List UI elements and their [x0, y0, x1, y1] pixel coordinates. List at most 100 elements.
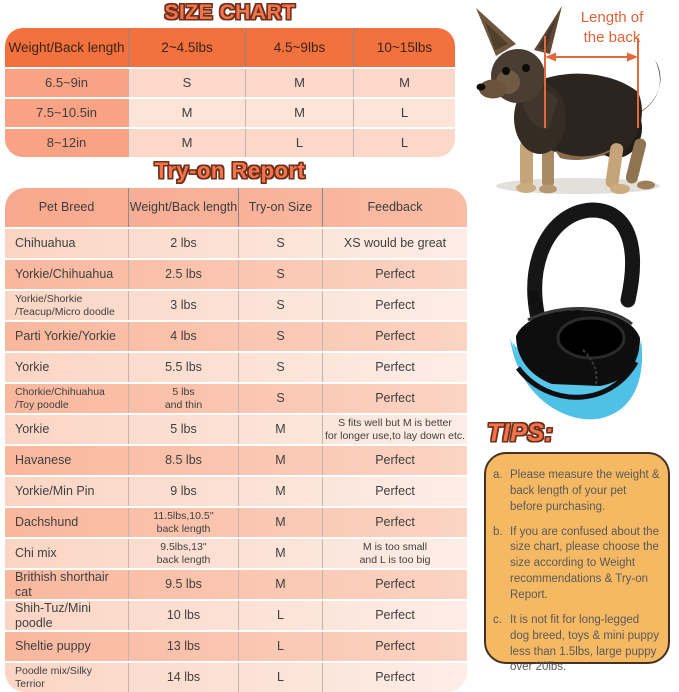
tip-text: It is not fit for long-legged dog breed,…: [510, 613, 659, 674]
table-row: Chorkie/Chihuahua /Toy poodle 5 lbs and t…: [5, 382, 467, 413]
table-row: Sheltie puppy 13 lbs L Perfect: [5, 630, 467, 661]
table-header-row: Weight/Back length 2~4.5lbs 4.5~9lbs 10~15l…: [5, 28, 455, 67]
table-row: Poodle mix/Silky Terrior 14 lbs L Perfect: [5, 661, 467, 692]
table-row: Chi mix 9.5lbs,13'' back length M M is too …: [5, 537, 467, 568]
table-row: 6.5~9in S M M: [5, 67, 455, 97]
table-cell: S: [238, 384, 322, 413]
table-row: Dachshund 11.5lbs,10.5'' back length M Perf…: [5, 506, 467, 537]
table-cell: Perfect: [322, 508, 467, 537]
table-cell: 2.5 lbs: [128, 260, 238, 289]
table-cell: M: [245, 69, 353, 97]
table-cell: M: [238, 477, 322, 506]
table-cell: 6.5~9in: [5, 69, 128, 97]
table-cell: S: [128, 69, 245, 97]
tip-label: b.: [493, 525, 503, 538]
table-cell: 9.5 lbs: [128, 570, 238, 599]
table-cell: Yorkie/Min Pin: [15, 484, 95, 499]
table-row: Yorkie/Min Pin 9 lbs M Perfect: [5, 475, 467, 506]
table-cell: M: [238, 446, 322, 475]
table-cell: S: [238, 291, 322, 320]
table-cell: M: [245, 99, 353, 127]
table-row: Yorkie 5.5 lbs S Perfect: [5, 351, 467, 382]
table-cell: Yorkie/Shorkie /Teacup/Micro doodle: [15, 293, 115, 318]
table-cell: XS would be great: [322, 229, 467, 258]
tip-text: If you are confused about the size chart…: [510, 525, 659, 602]
table-cell: Perfect: [322, 663, 467, 692]
tips-box: a. Please measure the weight & back leng…: [484, 452, 670, 673]
bag-strap: [527, 202, 640, 356]
table-cell: 13 lbs: [128, 632, 238, 661]
table-cell: 8~12in: [5, 129, 128, 157]
chihuahua-photo: [476, 6, 661, 194]
tryon-report-title: Try-on Report: [154, 158, 306, 183]
tip-item-b: b. If you are confused about the size ch…: [493, 525, 661, 604]
table-cell: Sheltie puppy: [15, 639, 91, 654]
table-cell: Chorkie/Chihuahua /Toy poodle: [15, 386, 105, 411]
table-cell: Shih-Tuz/Mini poodle: [15, 601, 91, 630]
table-cell: 2 lbs: [128, 229, 238, 258]
tip-label: c.: [493, 613, 502, 626]
table-cell: Dachshund: [15, 515, 79, 530]
table-cell: Perfect: [322, 291, 467, 320]
table-cell: M: [238, 508, 322, 537]
table-cell: Perfect: [322, 477, 467, 506]
table-cell: Havanese: [15, 453, 72, 468]
table-cell: Yorkie/Chihuahua: [15, 267, 114, 282]
tips-title: TIPS:: [487, 419, 554, 447]
table-cell: Yorkie: [15, 360, 50, 375]
table-cell: Perfect: [322, 353, 467, 382]
table-cell: Brithish shorthair cat: [15, 570, 109, 599]
table-row: Parti Yorkie/Yorkie 4 lbs S Perfect: [5, 320, 467, 351]
table-cell: M: [238, 415, 322, 444]
table-cell: 3 lbs: [128, 291, 238, 320]
table-row: Chihuahua 2 lbs S XS would be great: [5, 227, 467, 258]
table-cell: M: [128, 99, 245, 127]
table-cell: S: [238, 260, 322, 289]
table-cell: Yorkie: [15, 422, 50, 437]
table-cell: Perfect: [322, 601, 467, 630]
table-cell: L: [238, 601, 322, 630]
infographic-page: { "size_chart": { "title": "SIZE CHART",…: [5, 1, 670, 692]
table-cell: 5 lbs: [128, 415, 238, 444]
table-cell: M is too small and L is too big: [322, 539, 467, 568]
table-cell: Perfect: [322, 322, 467, 351]
table-header-cell: Weight/Back length: [128, 188, 238, 227]
table-row: Yorkie/Chihuahua 2.5 lbs S Perfect: [5, 258, 467, 289]
table-row: Brithish shorthair cat 9.5 lbs M Perfect: [5, 568, 467, 599]
table-cell: L: [353, 99, 455, 127]
back-length-measurement-lines: [544, 36, 639, 128]
table-cell: 4 lbs: [128, 322, 238, 351]
table-cell: 9.5lbs,13'' back length: [128, 539, 238, 568]
table-cell: 10 lbs: [128, 601, 238, 630]
table-cell: Chi mix: [15, 546, 57, 561]
size-chart-title: SIZE CHART: [164, 1, 296, 24]
table-cell: Chihuahua: [15, 236, 76, 251]
table-header-cell: 2~4.5lbs: [128, 28, 245, 67]
table-cell: Parti Yorkie/Yorkie: [15, 329, 116, 344]
table-cell: Perfect: [322, 632, 467, 661]
table-cell: Poodle mix/Silky Terrior: [15, 665, 93, 690]
table-cell: Perfect: [322, 260, 467, 289]
tryon-report-table: Pet Breed Weight/Back length Try-on Size Fe…: [5, 188, 467, 692]
table-row: Shih-Tuz/Mini poodle 10 lbs L Perfect: [5, 599, 467, 630]
table-cell: L: [245, 129, 353, 157]
pet-sling-bag-photo: [510, 202, 643, 420]
table-cell: M: [238, 539, 322, 568]
table-header-row: Pet Breed Weight/Back length Try-on Size Fe…: [5, 188, 467, 227]
table-cell: L: [238, 632, 322, 661]
tip-item-c: c. It is not fit for long-legged dog bre…: [493, 613, 661, 676]
table-cell: 5 lbs and thin: [128, 384, 238, 413]
table-row: Yorkie/Shorkie /Teacup/Micro doodle 3 lbs…: [5, 289, 467, 320]
table-cell: S: [238, 322, 322, 351]
table-cell: 7.5~10.5in: [5, 99, 128, 127]
table-cell: 11.5lbs,10.5'' back length: [128, 508, 238, 537]
tip-label: a.: [493, 469, 503, 481]
table-cell: 9 lbs: [128, 477, 238, 506]
table-header-cell: 4.5~9lbs: [245, 28, 353, 67]
table-row: 7.5~10.5in M M L: [5, 97, 455, 127]
table-cell: S: [238, 353, 322, 382]
table-cell: 14 lbs: [128, 663, 238, 692]
table-cell: Perfect: [322, 570, 467, 599]
table-cell: L: [238, 663, 322, 692]
table-cell: 5.5 lbs: [128, 353, 238, 382]
